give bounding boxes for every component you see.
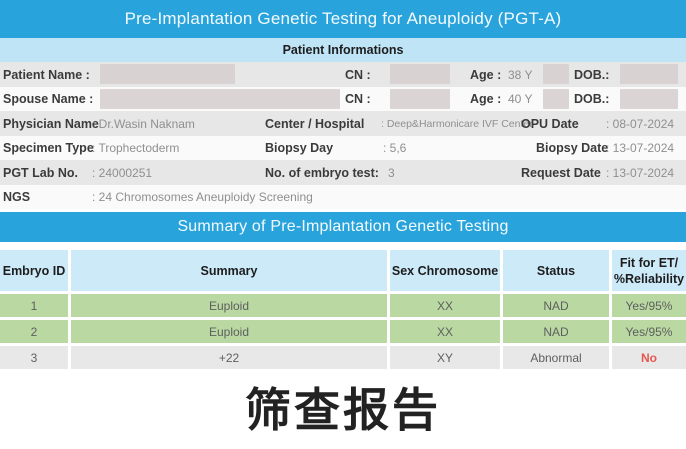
ngs-label: NGS (3, 190, 31, 204)
table-row-2-embryo-id: 2 (0, 320, 68, 343)
spouse-name-row: Spouse Name : CN : Age : 40 Y DOB.: (0, 87, 686, 111)
patient-age-value: 38 Y (508, 67, 533, 82)
table-row-1-fit: Yes/95% (612, 294, 686, 317)
ngs-value: : 24 Chromosomes Aneuploidy Screening (92, 190, 313, 204)
col-header-sex-chromosome: Sex Chromosome (390, 250, 500, 291)
center-hospital-label: Center / Hospital (265, 116, 365, 131)
col-header-fit-line1: Fit for ET/ (619, 255, 679, 270)
col-header-status: Status (503, 250, 609, 291)
screening-report-caption: 筛查报告 (245, 383, 441, 437)
specimen-type-value: : Trophectoderm (92, 141, 180, 155)
embryo-test-count-label: No. of embryo test: (265, 165, 379, 180)
table-row-2-fit: Yes/95% (612, 320, 686, 343)
table-row-3-sex: XY (390, 346, 500, 369)
biopsy-date-label: Biopsy Date (536, 141, 609, 155)
table-row-1-status: NAD (503, 294, 609, 317)
patient-age-redaction (543, 64, 569, 84)
table-row-3-status: Abnormal (503, 346, 609, 369)
spouse-cn-label: CN : (345, 92, 371, 106)
col-header-fit: Fit for ET/ %Reliability (612, 250, 686, 291)
spouse-age-label: Age : (470, 92, 502, 106)
summary-section-header: Summary of Pre-Implantation Genetic Test… (0, 212, 686, 242)
spouse-name-label: Spouse Name : (3, 92, 94, 106)
patient-info-section: Patient Name : CN : Age : 38 Y DOB.: Spo… (0, 62, 686, 209)
embryo-test-count-value: 3 (388, 165, 395, 180)
table-row-2-summary: Euploid (71, 320, 387, 343)
spouse-age-redaction (543, 89, 569, 109)
patient-age-label: Age : (470, 67, 502, 82)
table-row-2-status: NAD (503, 320, 609, 343)
biopsy-day-label: Biopsy Day (265, 141, 334, 155)
table-row-1-summary: Euploid (71, 294, 387, 317)
biopsy-date-value: : 13-07-2024 (606, 141, 675, 155)
pgt-lab-label: PGT Lab No. (3, 165, 78, 180)
report-title: Pre-Implantation Genetic Testing for Ane… (124, 9, 562, 28)
request-date-label: Request Date (521, 165, 601, 180)
summary-section-title: Summary of Pre-Implantation Genetic Test… (177, 218, 509, 235)
pgt-lab-row: PGT Lab No. : 24000251 No. of embryo tes… (0, 160, 686, 185)
opu-date-value: : 08-07-2024 (606, 116, 675, 131)
pgt-lab-value: : 24000251 (92, 165, 153, 180)
col-header-fit-line2: %Reliability (613, 271, 685, 286)
ngs-row: NGS : 24 Chromosomes Aneuploidy Screenin… (0, 185, 686, 209)
patient-informations-title: Patient Informations (282, 43, 404, 57)
patient-name-row: Patient Name : CN : Age : 38 Y DOB.: (0, 62, 686, 87)
col-header-summary: Summary (71, 250, 387, 291)
spouse-name-redaction (100, 89, 340, 109)
physician-name-value: : Dr.Wasin Naknam (92, 116, 195, 131)
report-title-bar: Pre-Implantation Genetic Testing for Ane… (0, 0, 686, 38)
spouse-age-value: 40 Y (508, 92, 533, 106)
physician-name-label: Physician Name (3, 116, 99, 131)
specimen-row: Specimen Type : Trophectoderm Biopsy Day… (0, 136, 686, 160)
patient-cn-label: CN : (345, 67, 371, 82)
spouse-dob-label: DOB.: (574, 92, 610, 106)
biopsy-day-value: : 5,6 (383, 141, 407, 155)
spouse-cn-redaction (390, 89, 450, 109)
center-hospital-value: : Deep&Harmonicare IVF Center (381, 117, 533, 130)
table-row-1-sex: XX (390, 294, 500, 317)
patient-dob-redaction (620, 64, 678, 84)
request-date-value: : 13-07-2024 (606, 165, 675, 180)
col-header-fit-lines: Fit for ET/ %Reliability (614, 255, 684, 287)
specimen-type-label: Specimen Type (3, 141, 94, 155)
table-row-3-fit: No (612, 346, 686, 369)
patient-cn-redaction (390, 64, 450, 84)
col-header-embryo-id: Embryo ID (0, 250, 68, 291)
table-row-3-summary: +22 (71, 346, 387, 369)
physician-row: Physician Name : Dr.Wasin Naknam Center … (0, 111, 686, 136)
patient-name-redaction (100, 64, 235, 84)
opu-date-label: OPU Date (521, 116, 579, 131)
patient-dob-label: DOB.: (574, 67, 610, 82)
spouse-dob-redaction (620, 89, 678, 109)
table-row-2-sex: XX (390, 320, 500, 343)
patient-name-label: Patient Name : (3, 67, 90, 82)
patient-informations-header: Patient Informations (0, 38, 686, 62)
table-row-1-embryo-id: 1 (0, 294, 68, 317)
summary-table: Embryo ID Summary Sex Chromosome Status … (0, 250, 686, 369)
table-row-3-embryo-id: 3 (0, 346, 68, 369)
